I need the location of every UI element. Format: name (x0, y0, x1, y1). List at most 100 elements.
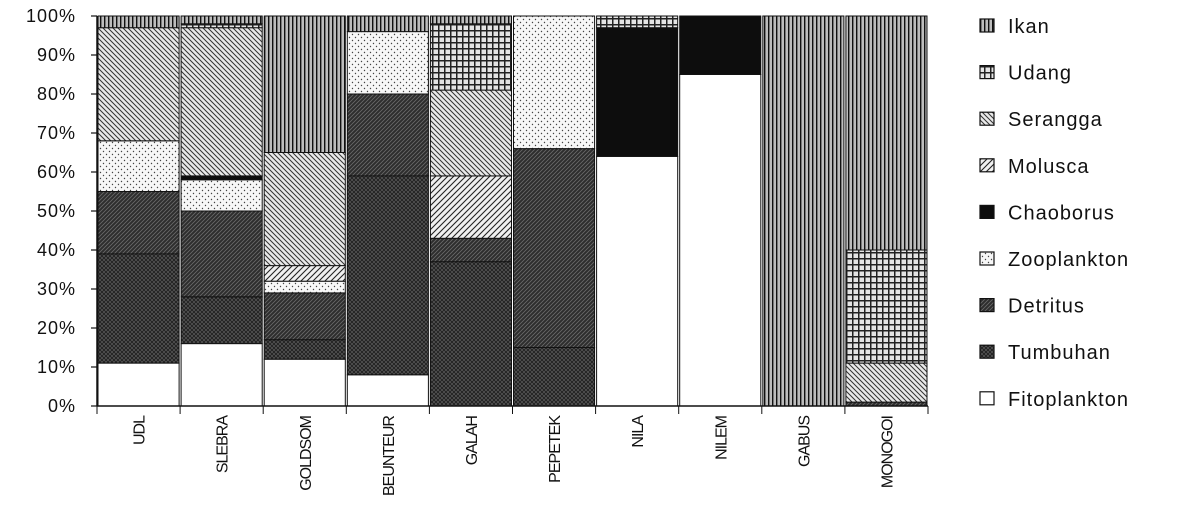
bar-segment-udang (180, 23, 263, 29)
y-tick-label: 0% (48, 396, 76, 416)
x-category-label: SLEBRA (215, 415, 232, 473)
bar-segment-ikan (346, 15, 429, 33)
legend: Ikan Udang Serangga Molusca Chaoborus Zooplan… (979, 16, 1129, 411)
bar-stack-pepetek (513, 15, 596, 407)
bar-segment-chaoborus (679, 15, 762, 75)
bar-stack-monogoi (845, 15, 928, 407)
legend-item-chaoborus: Chaoborus (979, 202, 1115, 224)
bar-segment-zooplankton (513, 15, 596, 150)
bar-segment-chaoborus (596, 27, 679, 157)
bar-segment-detritus (429, 237, 512, 263)
bar-segment-serangga (845, 362, 928, 403)
legend-swatch (979, 391, 995, 406)
x-category-label: UDL (132, 415, 149, 445)
legend-label: Udang (1008, 63, 1072, 85)
bar-segment-ikan (762, 15, 845, 407)
bar-segment-molusca (429, 175, 512, 239)
bar-segment-zooplankton (346, 31, 429, 95)
bar-segment-ikan (180, 15, 263, 25)
legend-item-udang: Udang (979, 63, 1072, 85)
bar-segment-udang (845, 249, 928, 364)
bar-stack-gabus (762, 15, 845, 407)
x-category-label: GOLDSOM (298, 415, 315, 490)
legend-item-tumbuhan: Tumbuhan (979, 342, 1110, 364)
bar-segment-detritus (513, 148, 596, 348)
x-category-label: NILEM (713, 415, 730, 460)
bar-segment-udang (596, 15, 679, 29)
y-tick-label: 100% (26, 6, 76, 26)
bar-segment-fitoplankton (180, 343, 263, 407)
x-category-label: NILA (630, 415, 647, 448)
bar-segment-zooplankton (180, 179, 263, 212)
x-category-label: GALAH (464, 416, 481, 466)
bar-stack-udl (97, 15, 180, 407)
y-axis: 0% 10% 20% 30% 40% 50% 60% 70% 80% 90% 100% (26, 6, 98, 416)
bar-segment-tumbuhan (180, 296, 263, 345)
bar-segment-serangga (429, 89, 512, 177)
legend-item-ikan: Ikan (979, 16, 1049, 38)
bar-segment-detritus (180, 210, 263, 298)
legend-swatch (979, 298, 995, 313)
bar-stack-nila (596, 15, 679, 407)
legend-item-fitoplankton: Fitoplankton (979, 389, 1128, 411)
y-tick-label: 40% (37, 240, 76, 260)
y-tick-label: 60% (37, 162, 76, 182)
legend-label: Molusca (1008, 156, 1089, 178)
legend-item-zooplankton: Zooplankton (979, 249, 1129, 271)
y-tick-label: 10% (37, 357, 76, 377)
bar-segment-tumbuhan (429, 261, 512, 407)
bar-segment-fitoplankton (679, 74, 762, 407)
bar-segment-fitoplankton (97, 362, 180, 407)
legend-label: Serangga (1008, 109, 1103, 131)
bar-segment-chaoborus (180, 175, 263, 181)
legend-swatch (979, 158, 995, 173)
legend-swatch (979, 204, 995, 219)
bar-segment-tumbuhan (513, 347, 596, 407)
x-axis: UDL SLEBRA GOLDSOM BEUNTEUR GALAH PEPETEK NILA… (96, 405, 929, 496)
bar-segment-ikan (263, 15, 346, 153)
bar-stack-galah (429, 15, 512, 407)
x-category-label: BEUNTEUR (381, 416, 398, 496)
bar-stack-slebra (180, 15, 263, 407)
bar-segment-zooplankton (263, 280, 346, 294)
y-tick-label: 90% (37, 45, 76, 65)
y-tick-label: 80% (37, 84, 76, 104)
bar-stack-nilem (679, 15, 762, 407)
bar-segment-udang (429, 23, 512, 91)
legend-swatch (979, 64, 995, 80)
legend-label: Chaoborus (1008, 202, 1115, 224)
bar-segment-fitoplankton (346, 374, 429, 407)
bar-segment-serangga (97, 27, 180, 142)
legend-item-serangga: Serangga (979, 109, 1103, 131)
legend-swatch (979, 344, 995, 359)
y-tick-label: 50% (37, 201, 76, 221)
y-tick-label: 20% (37, 318, 76, 338)
bar-segment-ikan (429, 15, 512, 25)
bar-segment-detritus (97, 191, 180, 255)
bar-stack-beunteur (346, 15, 429, 407)
legend-item-molusca: Molusca (979, 156, 1089, 178)
bar-segment-serangga (180, 27, 263, 177)
x-category-label: PEPETEK (547, 415, 564, 483)
legend-label: Detritus (1008, 296, 1085, 318)
legend-swatch (979, 251, 995, 266)
bar-segment-detritus (346, 93, 429, 177)
bar-segment-ikan (845, 15, 928, 251)
legend-swatch (979, 111, 995, 126)
x-category-label: MONOGOI (879, 416, 896, 488)
y-tick-label: 70% (37, 123, 76, 143)
x-category-label: GABUS (796, 416, 813, 467)
bar-area (97, 15, 928, 407)
bar-segment-tumbuhan (97, 253, 180, 364)
bar-stack-goldsom (263, 15, 346, 407)
legend-label: Zooplankton (1008, 249, 1129, 271)
legend-item-detritus: Detritus (979, 296, 1085, 318)
bar-segment-fitoplankton (263, 358, 346, 407)
bar-segment-tumbuhan (263, 339, 346, 360)
bar-segment-molusca (263, 265, 346, 282)
bar-segment-tumbuhan (346, 175, 429, 376)
bar-segment-fitoplankton (596, 155, 679, 407)
bar-segment-detritus (263, 292, 346, 341)
bar-segment-serangga (263, 152, 346, 267)
